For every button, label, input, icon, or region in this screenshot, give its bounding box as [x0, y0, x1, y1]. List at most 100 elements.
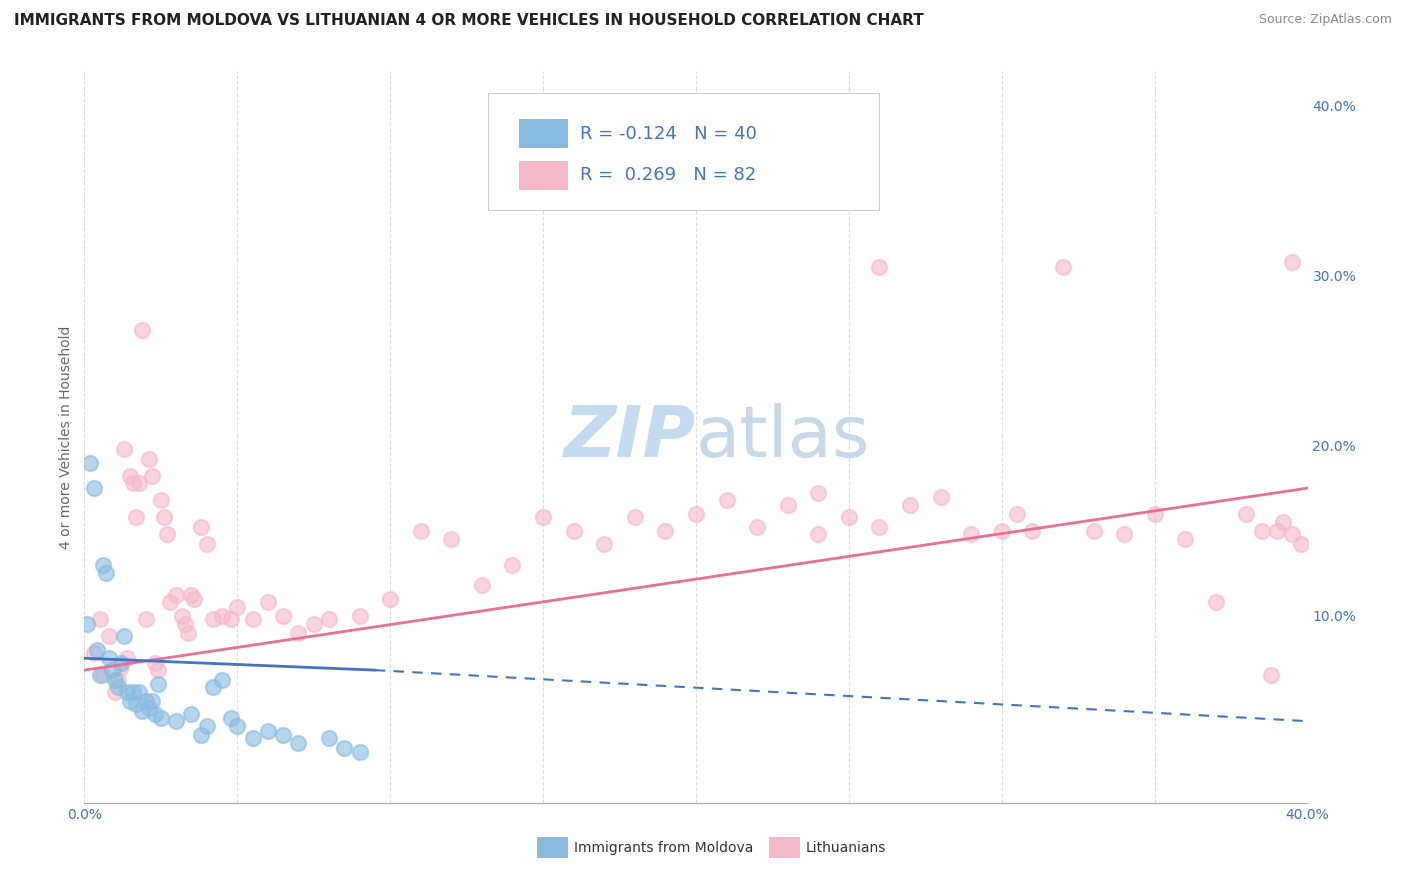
Point	[960, 527, 983, 541]
Point	[149, 493, 172, 508]
Point	[159, 595, 181, 609]
Point	[624, 510, 647, 524]
Point	[156, 527, 179, 541]
Point	[929, 490, 952, 504]
Point	[101, 663, 124, 677]
Point	[128, 475, 150, 490]
Text: IMMIGRANTS FROM MOLDOVA VS LITHUANIAN 4 OR MORE VEHICLES IN HOUSEHOLD CORRELATIO: IMMIGRANTS FROM MOLDOVA VS LITHUANIAN 4 …	[14, 13, 924, 29]
Point	[125, 510, 148, 524]
Point	[1265, 524, 1288, 538]
Point	[138, 700, 160, 714]
Point	[86, 642, 108, 657]
Point	[271, 728, 294, 742]
Point	[141, 469, 163, 483]
Point	[1272, 515, 1295, 529]
Point	[94, 566, 117, 581]
Point	[120, 694, 142, 708]
Point	[149, 711, 172, 725]
Point	[91, 558, 114, 572]
Text: Immigrants from Moldova: Immigrants from Moldova	[574, 841, 754, 855]
Point	[97, 629, 120, 643]
Point	[1052, 260, 1074, 274]
Point	[104, 673, 127, 688]
Point	[146, 663, 169, 677]
Point	[776, 498, 799, 512]
Point	[79, 456, 101, 470]
Point	[211, 608, 233, 623]
Point	[409, 524, 432, 538]
Point	[1260, 668, 1282, 682]
Point	[1281, 527, 1303, 541]
Point	[685, 507, 707, 521]
Point	[1281, 255, 1303, 269]
Point	[1083, 524, 1105, 538]
Point	[91, 668, 114, 682]
Point	[112, 629, 135, 643]
Point	[562, 524, 585, 538]
Point	[1205, 595, 1227, 609]
Point	[898, 498, 921, 512]
Point	[107, 673, 129, 688]
Point	[97, 651, 120, 665]
Point	[143, 707, 166, 722]
FancyBboxPatch shape	[519, 161, 568, 190]
Point	[349, 608, 371, 623]
Y-axis label: 4 or more Vehicles in Household: 4 or more Vehicles in Household	[59, 326, 73, 549]
Point	[201, 612, 224, 626]
Point	[1021, 524, 1043, 538]
Point	[172, 608, 194, 623]
Point	[122, 475, 145, 490]
Point	[1114, 527, 1136, 541]
Point	[153, 510, 176, 524]
Point	[125, 697, 148, 711]
Point	[128, 685, 150, 699]
Point	[219, 711, 242, 725]
Point	[104, 685, 127, 699]
Point	[83, 646, 105, 660]
Point	[195, 719, 218, 733]
Point	[115, 651, 138, 665]
Point	[242, 731, 264, 746]
Point	[120, 469, 142, 483]
Point	[211, 673, 233, 688]
Point	[991, 524, 1014, 538]
Point	[349, 745, 371, 759]
Point	[131, 704, 153, 718]
Point	[110, 659, 132, 673]
Point	[287, 736, 309, 750]
Point	[110, 657, 132, 671]
Point	[112, 442, 135, 456]
Point	[471, 578, 494, 592]
FancyBboxPatch shape	[488, 94, 880, 211]
Point	[502, 558, 524, 572]
Point	[131, 323, 153, 337]
Point	[1174, 532, 1197, 546]
Point	[593, 537, 616, 551]
Point	[257, 595, 280, 609]
Bar	[769, 838, 800, 858]
Text: atlas: atlas	[696, 402, 870, 472]
Text: R =  0.269   N = 82: R = 0.269 N = 82	[579, 166, 756, 185]
FancyBboxPatch shape	[519, 119, 568, 148]
Point	[195, 537, 218, 551]
Point	[1250, 524, 1272, 538]
Point	[716, 493, 738, 508]
Point	[226, 719, 249, 733]
Point	[318, 612, 340, 626]
Point	[1143, 507, 1166, 521]
Point	[190, 728, 212, 742]
Point	[183, 591, 205, 606]
Point	[1291, 537, 1313, 551]
Point	[333, 741, 356, 756]
Point	[180, 588, 202, 602]
Point	[107, 680, 129, 694]
Point	[440, 532, 463, 546]
Text: Source: ZipAtlas.com: Source: ZipAtlas.com	[1258, 13, 1392, 27]
Point	[654, 524, 676, 538]
Text: Lithuanians: Lithuanians	[806, 841, 886, 855]
Point	[287, 625, 309, 640]
Point	[165, 714, 187, 728]
Point	[143, 657, 166, 671]
Point	[76, 617, 98, 632]
Point	[242, 612, 264, 626]
